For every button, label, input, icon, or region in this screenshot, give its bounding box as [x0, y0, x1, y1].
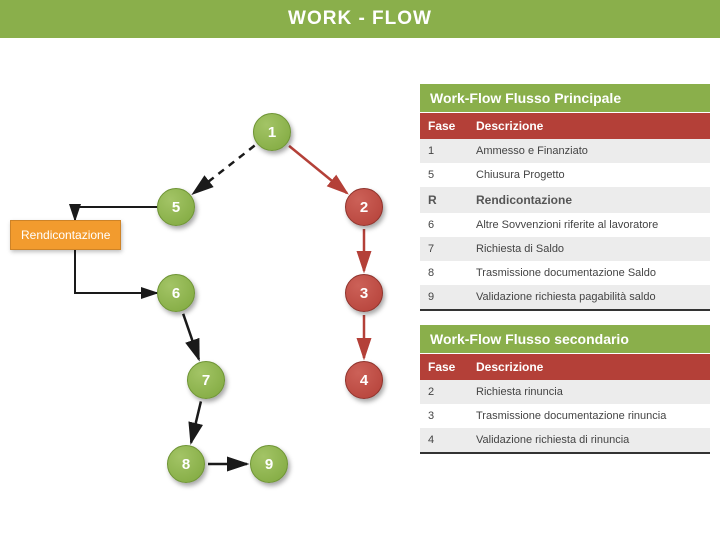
table-row: 6Altre Sovvenzioni riferite al lavorator… — [420, 213, 710, 237]
table-row: 7Richiesta di Saldo — [420, 237, 710, 261]
callout-label: Rendicontazione — [21, 228, 110, 242]
table-principale: Work-Flow Flusso PrincipaleFaseDescrizio… — [420, 84, 710, 311]
rendicontazione-callout: Rendicontazione — [10, 220, 121, 250]
content-area: 1 2 3 4 5 6 7 8 9 Rendicontazione Work-Flow Flus… — [0, 38, 720, 540]
table-row: 8Trasmissione documentazione Saldo — [420, 261, 710, 285]
table-row: 2Richiesta rinuncia — [420, 380, 710, 404]
flow-node-9: 9 — [250, 445, 288, 483]
flow-node-7: 7 — [187, 361, 225, 399]
page-header: WORK - FLOW — [0, 0, 720, 38]
table-row: 5Chiusura Progetto — [420, 163, 710, 187]
table-row: 9Validazione richiesta pagabilità saldo — [420, 285, 710, 311]
page-title: WORK - FLOW — [288, 8, 432, 30]
tbl2-title: Work-Flow Flusso secondario — [420, 325, 710, 353]
table-row: 4Validazione richiesta di rinuncia — [420, 428, 710, 454]
flow-node-5: 5 — [157, 188, 195, 226]
flow-node-6: 6 — [157, 274, 195, 312]
flow-node-1: 1 — [253, 113, 291, 151]
flow-node-2: 2 — [345, 188, 383, 226]
table-row: 3Trasmissione documentazione rinuncia — [420, 404, 710, 428]
tables-panel: Work-Flow Flusso PrincipaleFaseDescrizio… — [420, 84, 710, 454]
tbl1-header: FaseDescrizione — [420, 112, 710, 139]
table-secondario: Work-Flow Flusso secondarioFaseDescrizio… — [420, 325, 710, 454]
table-row: 1Ammesso e Finanziato — [420, 139, 710, 163]
tbl2-header: FaseDescrizione — [420, 353, 710, 380]
flow-node-3: 3 — [345, 274, 383, 312]
flowchart-diagram: 1 2 3 4 5 6 7 8 9 Rendicontazione — [0, 38, 415, 540]
flow-node-8: 8 — [167, 445, 205, 483]
table-row: RRendicontazione — [420, 187, 710, 213]
tbl1-title: Work-Flow Flusso Principale — [420, 84, 710, 112]
flow-node-4: 4 — [345, 361, 383, 399]
